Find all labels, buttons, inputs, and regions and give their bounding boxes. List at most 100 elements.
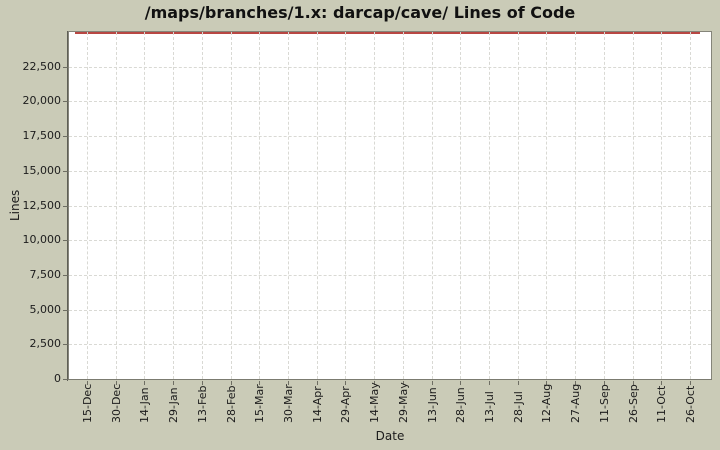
x-tick-label: 14-Apr [310,386,324,423]
y-gridline [69,136,711,138]
loc-series-line [75,32,700,34]
y-tick-label: 7,500 [29,267,62,281]
x-gridline [402,32,404,379]
x-tick-mark [230,381,232,385]
x-tick-mark [402,381,404,385]
x-gridline [460,32,462,379]
x-tick-label: 29-May [396,382,410,423]
y-tick-label: 5,000 [29,302,62,316]
x-tick-label: 14-Jan [138,387,152,423]
x-tick-label: 13-Jun [425,387,439,423]
y-tick-mark [63,136,68,138]
x-tick-label: 15-Mar [253,384,267,423]
x-tick-mark [87,381,88,385]
plot-area [68,31,712,380]
x-gridline [144,32,146,379]
y-tick-label: 15,000 [22,163,62,177]
x-tick-label: 13-Feb [195,385,209,423]
x-tick-label: 28-Jul [511,391,525,423]
y-tick-label: 17,500 [22,129,62,143]
x-tick-mark [173,381,175,385]
x-tick-mark [144,381,146,385]
x-tick-mark [201,381,203,385]
x-tick-label: 26-Oct [684,385,697,423]
y-gridline [69,274,711,276]
y-gridline [69,344,711,346]
y-tick-mark [63,379,68,380]
y-tick-mark [63,101,68,103]
y-tick-mark [63,205,68,207]
x-axis-title: Date [375,429,405,443]
y-tick-mark [63,240,68,242]
x-gridline [87,32,88,379]
x-gridline [345,32,347,379]
y-tick-mark [63,170,68,172]
x-tick-mark [661,381,663,385]
x-tick-label: 28-Jun [454,387,468,423]
x-gridline [374,32,376,379]
y-gridline [69,170,711,172]
x-tick-label: 13-Jul [483,391,496,423]
y-tick-label: 12,500 [22,198,62,212]
x-gridline [115,32,117,379]
x-tick-mark [345,381,347,385]
x-tick-label: 11-Oct [655,385,669,423]
x-tick-mark [603,381,605,385]
x-tick-label: 29-Jan [167,387,181,423]
y-gridline [69,205,711,207]
x-gridline [575,32,577,379]
x-tick-label: 27-Aug [569,383,583,423]
x-gridline [603,32,605,379]
y-gridline [69,240,711,242]
x-gridline [632,32,634,379]
y-gridline [69,101,711,103]
x-tick-label: 14-May [368,382,382,423]
x-gridline [546,32,548,379]
x-gridline [288,32,289,379]
x-gridline [201,32,203,379]
x-tick-mark [517,381,519,385]
x-tick-mark [546,381,548,385]
x-gridline [489,32,490,379]
x-tick-mark [374,381,376,385]
y-tick-label: 22,500 [22,59,62,73]
x-axis-line [67,379,712,380]
x-tick-mark [489,381,490,385]
x-gridline [230,32,232,379]
x-tick-label: 26-Sep [626,384,640,423]
x-tick-mark [460,381,462,385]
x-gridline [259,32,261,379]
x-gridline [431,32,433,379]
x-tick-label: 28-Feb [224,385,238,423]
x-tick-label: 30-Mar [282,384,295,423]
x-tick-mark [690,381,691,385]
y-tick-label: 10,000 [22,233,62,247]
y-gridline [69,66,711,68]
y-tick-mark [63,344,68,346]
y-tick-label: 2,500 [29,337,62,351]
x-tick-mark [115,381,117,385]
x-tick-label: 11-Sep [597,384,611,423]
x-tick-mark [288,381,289,385]
x-tick-label: 15-Dec [81,383,94,423]
y-tick-mark [63,309,68,311]
x-tick-mark [632,381,634,385]
x-tick-mark [316,381,318,385]
x-gridline [690,32,691,379]
x-tick-mark [575,381,577,385]
y-tick-mark [63,66,68,68]
x-tick-mark [431,381,433,385]
x-gridline [316,32,318,379]
y-tick-label: 0 [54,372,61,385]
chart-title: /maps/branches/1.x: darcap/cave/ Lines o… [144,3,576,22]
x-gridline [517,32,519,379]
x-gridline [173,32,175,379]
x-tick-label: 30-Dec [109,383,123,423]
x-tick-mark [259,381,261,385]
y-tick-mark [63,274,68,276]
y-gridline [69,309,711,311]
x-gridline [661,32,663,379]
x-tick-label: 29-Apr [339,386,353,423]
y-tick-label: 20,000 [22,94,62,108]
